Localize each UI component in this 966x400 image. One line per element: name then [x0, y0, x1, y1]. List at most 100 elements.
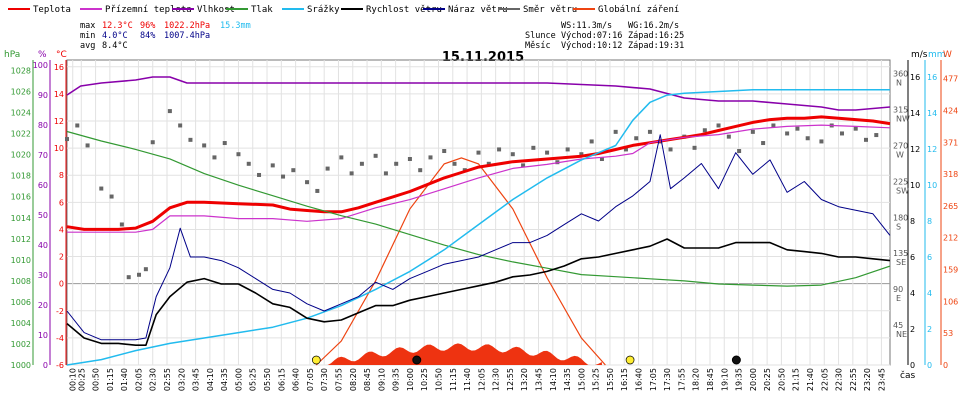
- x-tick-label: 17:05: [649, 368, 658, 391]
- plot-frame: [66, 59, 891, 366]
- x-tick-label: 05:00: [234, 368, 243, 391]
- wind-direction-point: [874, 133, 879, 138]
- wind-direction-point: [315, 188, 320, 193]
- sunrise-marker: [311, 355, 321, 365]
- tick-label-humidity: 10: [38, 331, 48, 340]
- x-tick-label: 16:15: [620, 368, 629, 391]
- tick-label-rain: 16: [927, 73, 937, 82]
- tick-label-humidity: 100: [33, 61, 48, 70]
- tick-label-humidity: 40: [38, 241, 48, 250]
- wind-direction-point: [510, 152, 515, 157]
- wind-direction-point: [531, 145, 536, 150]
- x-tick-label: 04:10: [206, 368, 215, 391]
- wind-direction-point: [613, 129, 618, 134]
- wind-direction-point: [785, 131, 790, 136]
- tick-label-temperature: 8: [59, 171, 64, 180]
- tick-label-radiation: 477: [943, 75, 958, 84]
- x-tick-label: 09:10: [377, 368, 386, 391]
- tick-label-direction: E: [896, 294, 901, 303]
- legend-item: Náraz větru: [423, 5, 508, 15]
- axes: 1000100210041006100810101012101410161018…: [11, 60, 958, 391]
- tick-label-wind: 4: [910, 289, 915, 298]
- wind-direction-point: [545, 150, 550, 155]
- tick-label-direction: S: [896, 222, 901, 231]
- x-tick-label: 15:00: [577, 368, 586, 391]
- legend-item: Směr větru: [498, 5, 577, 15]
- wind-direction-point: [737, 149, 742, 154]
- tick-label-radiation: 53: [943, 329, 953, 338]
- wind-direction-point: [85, 143, 90, 148]
- tick-label-rain: 6: [927, 253, 932, 262]
- x-tick-label: 04:35: [220, 368, 229, 391]
- x-tick-label: 07:55: [334, 368, 343, 391]
- tick-label-direction-value: 270: [893, 141, 908, 150]
- tick-label-rain: 10: [927, 181, 937, 190]
- x-tick-label: 11:15: [449, 368, 458, 391]
- series-ground-temperature: [67, 124, 891, 233]
- tick-label-wind: 2: [910, 325, 915, 334]
- x-tick-label: 02:55: [163, 368, 172, 391]
- x-tick-label: 07:05: [306, 368, 315, 391]
- x-tick-label: 01:15: [106, 368, 115, 391]
- wind-direction-point: [623, 147, 628, 152]
- axis-unit-pressure: hPa: [4, 50, 20, 60]
- legend: Teplota Přízemní teplota Vlhkost Tlak Srážky…: [8, 5, 679, 15]
- x-tick-label: 10:50: [434, 368, 443, 391]
- series-humidity: [66, 76, 891, 111]
- x-tick-label: 22:30: [835, 368, 844, 391]
- wind-direction-point: [291, 168, 296, 173]
- x-tick-label: 09:35: [392, 368, 401, 391]
- x-tick-label: 06:40: [292, 368, 301, 391]
- wind-direction-point: [99, 186, 104, 191]
- x-tick-label: 06:15: [277, 368, 286, 391]
- x-tick-label: 11:40: [463, 368, 472, 391]
- series-radiation: [315, 157, 606, 366]
- tick-label-pressure: 1020: [11, 151, 31, 160]
- x-tick-label: 08:45: [363, 368, 372, 391]
- x-tick-label: 12:55: [506, 368, 515, 391]
- tick-label-pressure: 1022: [11, 130, 31, 139]
- legend-label: Srážky: [307, 5, 340, 15]
- x-tick-label: 13:20: [520, 368, 529, 391]
- legend-label: Rychlost větru: [366, 5, 442, 15]
- moonset-time: Západ:19:31: [628, 41, 684, 51]
- tick-label-humidity: 20: [38, 301, 48, 310]
- wind-direction-point: [795, 126, 800, 131]
- tick-label-temperature: 4: [59, 225, 64, 234]
- wind-direction-point: [589, 139, 594, 144]
- legend-item: Globální záření: [573, 5, 679, 15]
- tick-label-temperature: 12: [54, 117, 64, 126]
- tick-label-pressure: 1000: [11, 361, 31, 370]
- moonrise-marker: [412, 355, 422, 365]
- tick-label-pressure: 1024: [11, 109, 31, 118]
- x-tick-label: 20:25: [763, 368, 772, 391]
- x-tick-label: 20:50: [777, 368, 786, 391]
- wind-direction-point: [137, 272, 142, 277]
- x-tick-label: 21:40: [806, 368, 815, 391]
- x-tick-label: 17:30: [663, 368, 672, 391]
- legend-item: Přízemní teplota: [80, 5, 192, 15]
- wind-direction-point: [579, 152, 584, 157]
- tick-label-temperature: -6: [56, 361, 64, 370]
- tick-label-humidity: 80: [38, 121, 48, 130]
- tick-label-temperature: 10: [54, 144, 64, 153]
- tick-label-direction: NW: [896, 114, 910, 123]
- x-tick-label: 22:05: [820, 368, 829, 391]
- wind-direction-point: [246, 161, 251, 166]
- wind-direction-point: [692, 145, 697, 150]
- series-temperature: [66, 115, 891, 231]
- wind-speed-max: WS:11.3m/s: [561, 21, 612, 31]
- legend-label: Přízemní teplota: [105, 5, 192, 15]
- tick-label-pressure: 1016: [11, 193, 31, 202]
- tick-label-humidity: 50: [38, 211, 48, 220]
- stat-min-label: min: [80, 31, 95, 41]
- x-tick-label: 14:35: [563, 368, 572, 391]
- tick-label-radiation: 212: [943, 234, 958, 243]
- tick-label-rain: 0: [927, 361, 932, 370]
- tick-label-direction: N: [896, 79, 902, 88]
- wind-direction-point: [178, 123, 183, 128]
- tick-label-direction: W: [896, 150, 904, 159]
- axis-unit-radiation: W: [943, 50, 952, 60]
- tick-label-pressure: 1006: [11, 298, 31, 307]
